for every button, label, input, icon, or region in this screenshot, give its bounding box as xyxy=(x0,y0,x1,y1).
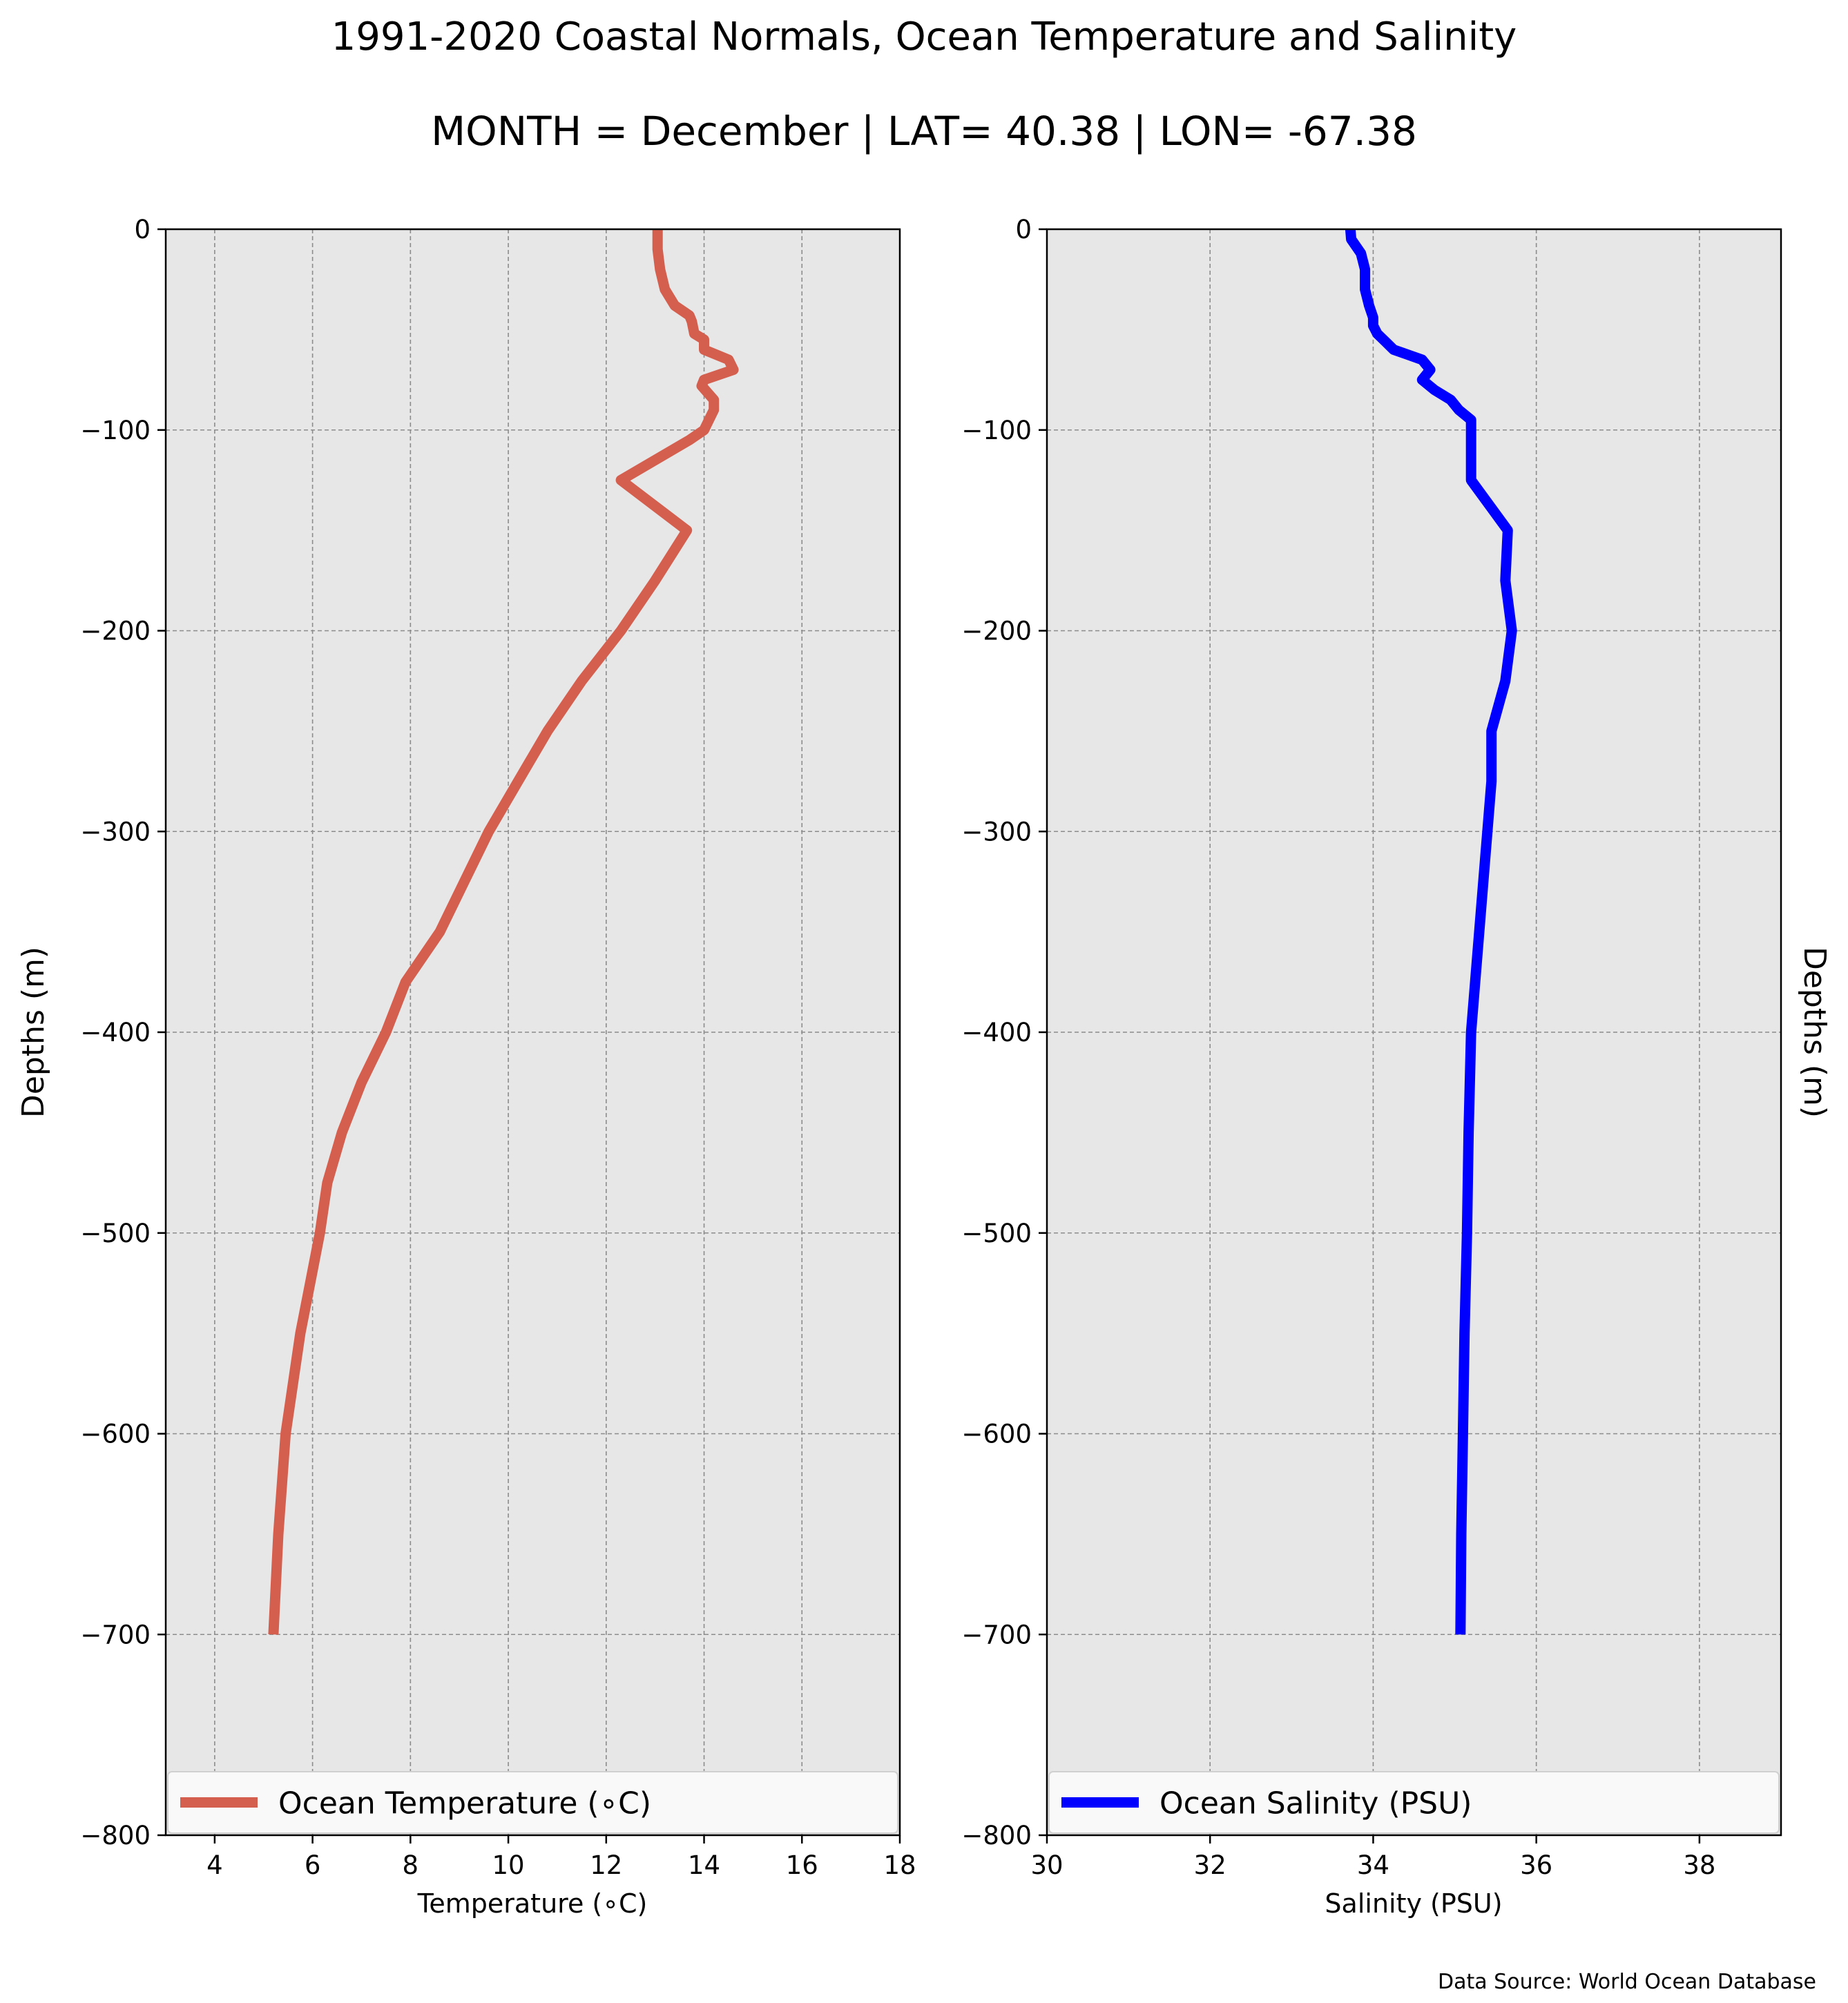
temperature-y-tick-label: −200 xyxy=(80,617,151,646)
temperature-y-tick-label: −300 xyxy=(80,817,151,846)
temperature-series-group xyxy=(268,229,739,1635)
salinity-panel: Ocean Salinity (PSU) 0 −100 −200 −300 −400 −5… xyxy=(961,215,1832,1919)
temperature-legend-label: Ocean Temperature (∘C) xyxy=(278,1786,651,1821)
temperature-x-tick-label: 14 xyxy=(688,1850,720,1880)
temperature-series-line xyxy=(268,229,739,1635)
salinity-x-tick-label: 34 xyxy=(1357,1850,1389,1880)
temperature-y-tick-label: 0 xyxy=(134,215,151,244)
temperature-y-tick-label: −400 xyxy=(80,1018,151,1047)
salinity-y-axis-label: Depths (m) xyxy=(1797,947,1832,1118)
temperature-x-ticks: 4 6 8 10 12 14 16 18 xyxy=(206,1835,916,1880)
salinity-y-tick-label: 0 xyxy=(1015,215,1032,244)
temperature-y-tick-label: −800 xyxy=(80,1821,151,1850)
salinity-legend: Ocean Salinity (PSU) xyxy=(1048,1771,1780,1834)
temperature-y-axis-label: Depths (m) xyxy=(16,947,51,1118)
salinity-x-ticks: 30 32 34 36 38 xyxy=(1030,1835,1715,1880)
temperature-panel: Ocean Temperature (∘C) 0 −100 −200 −300 −400… xyxy=(16,215,916,1919)
salinity-legend-box xyxy=(1048,1771,1780,1834)
temperature-y-tick-label: −700 xyxy=(80,1620,151,1649)
salinity-x-tick-label: 36 xyxy=(1520,1850,1552,1880)
temperature-x-tick-label: 6 xyxy=(305,1850,321,1880)
figure-title: 1991-2020 Coastal Normals, Ocean Tempera… xyxy=(331,14,1517,59)
temperature-x-tick-label: 16 xyxy=(786,1850,818,1880)
temperature-grid xyxy=(166,229,900,1835)
temperature-x-tick-label: 8 xyxy=(403,1850,419,1880)
temperature-x-axis-label: Temperature (∘C) xyxy=(417,1888,648,1919)
salinity-x-tick-label: 32 xyxy=(1194,1850,1226,1880)
salinity-grid xyxy=(1047,229,1781,1835)
salinity-y-tick-label: −800 xyxy=(961,1821,1032,1850)
salinity-x-tick-label: 38 xyxy=(1683,1850,1715,1880)
salinity-y-tick-label: −300 xyxy=(961,817,1032,846)
salinity-series-line xyxy=(1345,229,1517,1635)
temperature-legend-box xyxy=(167,1771,898,1834)
salinity-x-tick-label: 30 xyxy=(1030,1850,1063,1880)
salinity-legend-label: Ocean Salinity (PSU) xyxy=(1159,1786,1472,1821)
salinity-x-axis-label: Salinity (PSU) xyxy=(1325,1888,1502,1919)
salinity-y-tick-label: −500 xyxy=(961,1219,1032,1248)
salinity-y-tick-label: −200 xyxy=(961,617,1032,646)
temperature-y-tick-label: −500 xyxy=(80,1219,151,1248)
salinity-y-tick-label: −700 xyxy=(961,1620,1032,1649)
temperature-y-tick-label: −600 xyxy=(80,1420,151,1449)
temperature-x-tick-label: 10 xyxy=(492,1850,525,1880)
temperature-legend: Ocean Temperature (∘C) xyxy=(167,1771,898,1834)
figure-subtitle: MONTH = December | LAT= 40.38 | LON= -67… xyxy=(431,108,1417,155)
temperature-x-tick-label: 12 xyxy=(590,1850,622,1880)
salinity-y-tick-label: −600 xyxy=(961,1420,1032,1449)
temperature-x-tick-label: 4 xyxy=(206,1850,223,1880)
data-source-note: Data Source: World Ocean Database xyxy=(1438,1970,1816,1994)
salinity-y-tick-label: −400 xyxy=(961,1018,1032,1047)
temperature-x-tick-label: 18 xyxy=(883,1850,916,1880)
salinity-y-tick-label: −100 xyxy=(961,416,1032,445)
temperature-y-ticks: 0 −100 −200 −300 −400 −500 −600 −700 −800 xyxy=(80,215,166,1850)
salinity-y-ticks: 0 −100 −200 −300 −400 −500 −600 −700 −800 xyxy=(961,215,1047,1850)
temperature-y-tick-label: −100 xyxy=(80,416,151,445)
salinity-series-group xyxy=(1345,229,1517,1635)
